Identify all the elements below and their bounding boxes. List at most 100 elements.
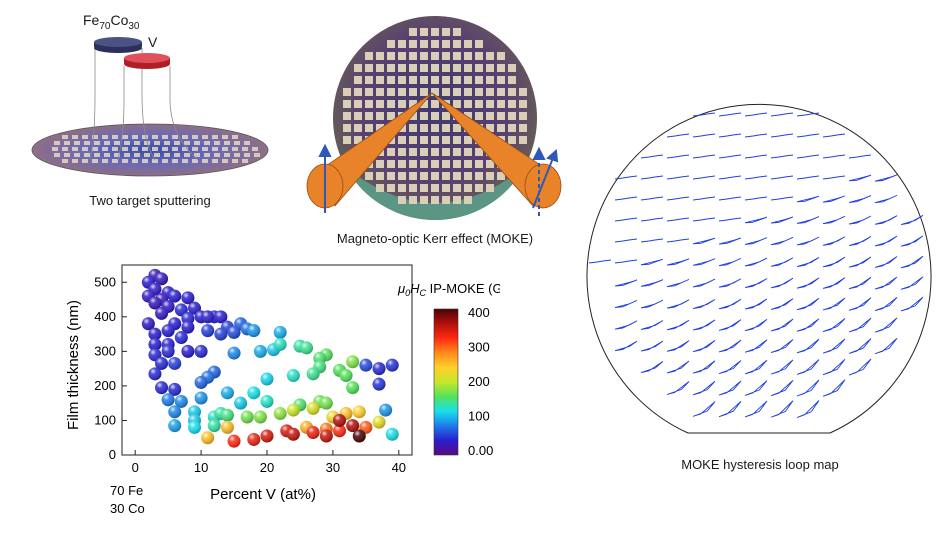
colorbar-tick-label: 300 bbox=[468, 340, 490, 355]
wafer-pad bbox=[486, 172, 494, 180]
hysteresis-loop-icon bbox=[692, 401, 716, 417]
wafer-pad bbox=[343, 124, 351, 132]
wafer-pad bbox=[398, 52, 406, 60]
hysteresis-loop-icon bbox=[822, 215, 846, 225]
hysteresis-loop-icon bbox=[614, 238, 638, 243]
wafer-pad bbox=[398, 172, 406, 180]
wafer-pad bbox=[431, 160, 439, 168]
wafer-pad bbox=[365, 112, 373, 120]
hysteresis-loop-icon bbox=[796, 400, 820, 418]
hysteresis-loop-icon bbox=[666, 340, 690, 352]
loop-map-caption: MOKE hysteresis loop map bbox=[681, 457, 839, 472]
hysteresis-loop-icon bbox=[770, 379, 794, 397]
wafer-pad bbox=[475, 184, 483, 192]
hysteresis-loop-icon bbox=[666, 217, 690, 222]
hysteresis-loop-icon bbox=[614, 259, 638, 264]
hysteresis-loop-icon bbox=[848, 256, 872, 268]
wafer-pad bbox=[409, 160, 417, 168]
hysteresis-loop-icon bbox=[666, 154, 690, 159]
wafer-pad bbox=[486, 76, 494, 84]
wafer-pad bbox=[222, 147, 228, 151]
wafer-pad bbox=[431, 136, 439, 144]
data-point bbox=[273, 407, 287, 421]
wafer-pad bbox=[82, 159, 88, 163]
hysteresis-loop-icon bbox=[744, 298, 768, 310]
wafer-pad bbox=[409, 76, 417, 84]
wafer-pad bbox=[453, 148, 461, 156]
data-point bbox=[155, 356, 169, 370]
data-point bbox=[372, 415, 386, 429]
hysteresis-loop-icon bbox=[770, 359, 794, 375]
hysteresis-loop-icon bbox=[640, 299, 664, 309]
wafer-pad bbox=[453, 28, 461, 36]
wafer-pad bbox=[62, 159, 68, 163]
hysteresis-loop-icon bbox=[796, 133, 820, 138]
data-point bbox=[306, 367, 320, 381]
data-point bbox=[385, 358, 399, 372]
wafer-pad bbox=[84, 141, 90, 145]
target-v-label: V bbox=[148, 34, 158, 50]
hysteresis-loop-icon bbox=[744, 175, 768, 180]
data-point bbox=[194, 344, 208, 358]
hysteresis-loop-icon bbox=[900, 215, 924, 226]
hysteresis-loop-icon bbox=[614, 175, 638, 180]
wafer-pad bbox=[354, 100, 362, 108]
wafer-pad bbox=[464, 88, 472, 96]
wafer-pad bbox=[420, 124, 428, 132]
hysteresis-loop-icon bbox=[900, 296, 924, 312]
wafer-pad bbox=[365, 52, 373, 60]
hysteresis-loop-icon bbox=[718, 154, 742, 159]
data-point bbox=[155, 306, 169, 320]
hysteresis-loop-icon bbox=[796, 277, 820, 289]
wafer-pad bbox=[431, 40, 439, 48]
x-tick-label: 30 bbox=[326, 460, 340, 475]
y-tick-label: 400 bbox=[94, 309, 116, 324]
data-point bbox=[188, 420, 201, 434]
data-point bbox=[220, 386, 234, 400]
wafer-pad bbox=[343, 88, 351, 96]
wafer-pad bbox=[497, 64, 505, 72]
hysteresis-loop-icon bbox=[640, 340, 664, 352]
wafer-pad bbox=[475, 172, 483, 180]
wafer-pad bbox=[343, 136, 351, 144]
hysteresis-loop-icon bbox=[640, 238, 664, 243]
wafer-pad bbox=[442, 160, 450, 168]
wafer-pad bbox=[142, 147, 148, 151]
wafer-pad bbox=[387, 112, 395, 120]
wafer-pad bbox=[431, 172, 439, 180]
wafer-pad bbox=[162, 147, 168, 151]
wafer-pad bbox=[365, 64, 373, 72]
hysteresis-loop-icon bbox=[822, 236, 846, 246]
wafer-pad bbox=[409, 88, 417, 96]
hysteresis-loop-icon bbox=[640, 217, 664, 222]
wafer-pad bbox=[74, 141, 80, 145]
wafer-pad bbox=[102, 147, 108, 151]
moke-illustration bbox=[306, 16, 562, 220]
wafer-pad bbox=[508, 112, 516, 120]
hysteresis-loop-icon bbox=[796, 359, 820, 375]
wafer-pad bbox=[409, 172, 417, 180]
hysteresis-loop-icon bbox=[900, 255, 924, 269]
wafer-pad bbox=[475, 64, 483, 72]
target-fecoo-label: Fe70Co30 bbox=[83, 12, 140, 32]
wafer-pad bbox=[244, 153, 250, 157]
wafer-pad bbox=[74, 153, 80, 157]
hysteresis-loop-icon bbox=[770, 154, 794, 159]
wafer-pad bbox=[398, 88, 406, 96]
wafer-pad bbox=[387, 160, 395, 168]
hysteresis-loop-icon bbox=[614, 320, 638, 330]
wafer-pad bbox=[222, 159, 228, 163]
hysteresis-loop-icon bbox=[744, 112, 768, 117]
hysteresis-loop-icon bbox=[796, 338, 820, 354]
wafer-pad bbox=[475, 112, 483, 120]
wafer-pad bbox=[442, 148, 450, 156]
hysteresis-loop-icon bbox=[822, 277, 846, 289]
wafer-pad bbox=[497, 112, 505, 120]
data-point bbox=[286, 369, 300, 383]
wafer-pad bbox=[453, 136, 461, 144]
hysteresis-loop-icon bbox=[900, 276, 924, 290]
wafer-pad bbox=[519, 100, 527, 108]
hysteresis-loop-icon bbox=[874, 337, 898, 355]
data-point bbox=[300, 341, 314, 355]
hysteresis-loop-icon bbox=[770, 257, 794, 267]
